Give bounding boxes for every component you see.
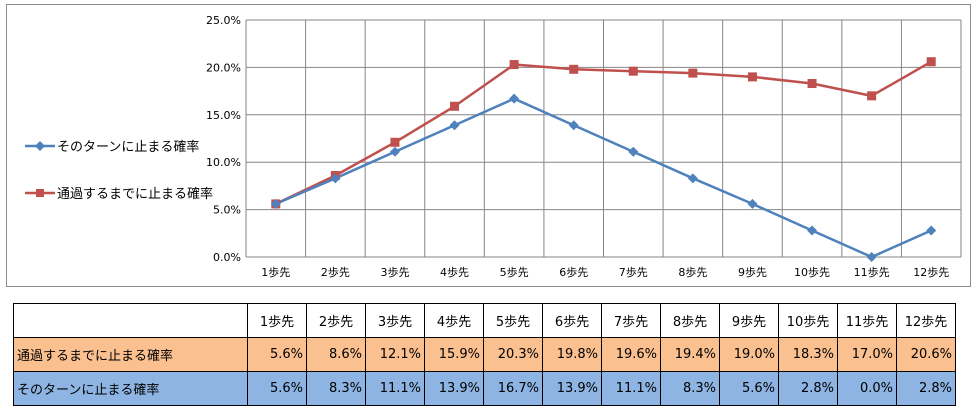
data-point-diamond	[926, 225, 937, 236]
row-label: そのターンに止まる確率	[13, 371, 248, 406]
table-header-cell: 12歩先	[896, 303, 956, 338]
table-cell: 11.1%	[365, 371, 425, 406]
legend-swatch-red	[25, 188, 55, 197]
table-header-cell: 5歩先	[483, 303, 543, 338]
data-point-square	[867, 91, 877, 101]
table-header-cell: 10歩先	[778, 303, 838, 338]
legend-item-series-1: 通過するまでに止まる確率	[25, 183, 213, 202]
table-cell: 13.9%	[542, 371, 602, 406]
table-cell: 19.8%	[542, 337, 602, 372]
data-point-square	[807, 79, 817, 89]
data-point-diamond	[568, 120, 579, 131]
table-cell: 8.3%	[306, 371, 366, 406]
x-tick-label: 9歩先	[738, 265, 767, 279]
y-tick-label: 20.0%	[206, 61, 241, 74]
x-tick-label: 5歩先	[500, 265, 529, 279]
x-tick-label: 8歩先	[678, 265, 707, 279]
table-header-cell: 4歩先	[424, 303, 484, 338]
table-header-cell: 11歩先	[837, 303, 897, 338]
x-tick-label: 2歩先	[321, 265, 350, 279]
table-header-row: 1歩先 2歩先 3歩先 4歩先 5歩先 6歩先 7歩先 8歩先 9歩先 10歩先 11歩先 12歩先	[13, 303, 956, 338]
data-point-diamond	[628, 146, 639, 157]
data-point-square	[509, 60, 519, 70]
data-table: 1歩先 2歩先 3歩先 4歩先 5歩先 6歩先 7歩先 8歩先 9歩先 10歩先 11歩先 12歩先通…	[13, 303, 956, 406]
table-cell: 20.6%	[896, 337, 956, 372]
table-header-cell: 3歩先	[365, 303, 425, 338]
y-tick-label: 5.0%	[213, 204, 241, 217]
table-header-cell	[13, 303, 248, 338]
table-header-cell: 7歩先	[601, 303, 661, 338]
data-point-diamond	[866, 252, 877, 262]
table-row: そのターンに止まる確率 5.6% 8.3% 11.1% 13.9% 16.7% 13.9% 1…	[13, 371, 956, 406]
table-cell: 13.9%	[424, 371, 484, 406]
table-cell: 17.0%	[837, 337, 897, 372]
x-tick-label: 12歩先	[913, 265, 949, 279]
table-row: 通過するまでに止まる確率 5.6% 8.6% 12.1% 15.9% 20.3% 19.8%…	[13, 337, 956, 372]
table-cell: 11.1%	[601, 371, 661, 406]
table-cell: 16.7%	[483, 371, 543, 406]
legend-label: そのターンに止まる確率	[57, 140, 200, 155]
table-cell: 15.9%	[424, 337, 484, 372]
data-point-diamond	[747, 198, 758, 209]
data-point-square	[747, 72, 757, 82]
table-cell: 19.6%	[601, 337, 661, 372]
chart-area: 0.0% 5.0% 10.0% 15.0% 20.0% 25.0% 1歩先 2歩先 3歩先 4歩先…	[6, 4, 971, 287]
table-header-cell: 1歩先	[247, 303, 307, 338]
table-cell: 8.3%	[660, 371, 720, 406]
data-point-square	[390, 137, 400, 147]
table-cell: 18.3%	[778, 337, 838, 372]
data-point-diamond	[807, 225, 818, 236]
table-header-cell: 6歩先	[542, 303, 602, 338]
y-tick-label: 25.0%	[206, 14, 241, 27]
data-point-square	[926, 57, 936, 67]
data-point-square	[450, 101, 460, 111]
table-cell: 19.0%	[719, 337, 779, 372]
row-label: 通過するまでに止まる確率	[13, 337, 248, 372]
data-point-diamond	[389, 146, 400, 157]
legend-swatch-blue	[25, 140, 55, 151]
data-point-square	[688, 68, 698, 78]
x-tick-label: 6歩先	[559, 265, 588, 279]
table-cell: 20.3%	[483, 337, 543, 372]
data-point-diamond	[687, 173, 698, 184]
table-cell: 5.6%	[247, 371, 307, 406]
data-point-square	[628, 66, 638, 76]
x-tick-label: 1歩先	[261, 265, 290, 279]
table-cell: 0.0%	[837, 371, 897, 406]
series-line-1	[275, 60, 932, 206]
y-tick-label: 0.0%	[213, 251, 241, 264]
x-tick-label: 11歩先	[854, 265, 890, 279]
x-tick-label: 7歩先	[619, 265, 648, 279]
line-chart: 0.0% 5.0% 10.0% 15.0% 20.0% 25.0% 1歩先 2歩先 3歩先 4歩先…	[206, 14, 962, 279]
data-point-square	[569, 64, 579, 74]
y-tick-label: 15.0%	[206, 109, 241, 122]
data-point-diamond	[330, 173, 341, 184]
data-point-diamond	[270, 198, 281, 209]
table-header-cell: 9歩先	[719, 303, 779, 338]
legend-item-series-0: そのターンに止まる確率	[25, 136, 199, 155]
x-tick-label: 3歩先	[380, 265, 409, 279]
table-cell: 5.6%	[247, 337, 307, 372]
table-cell: 2.8%	[896, 371, 956, 406]
x-tick-label: 4歩先	[440, 265, 469, 279]
data-point-diamond	[509, 93, 520, 104]
table-cell: 12.1%	[365, 337, 425, 372]
table-cell: 8.6%	[306, 337, 366, 372]
legend-label: 通過するまでに止まる確率	[57, 187, 214, 202]
table-header-cell: 2歩先	[306, 303, 366, 338]
table-cell: 5.6%	[719, 371, 779, 406]
x-tick-label: 10歩先	[794, 265, 830, 279]
series-line-0	[275, 97, 932, 259]
table-cell: 2.8%	[778, 371, 838, 406]
data-point-diamond	[449, 120, 460, 131]
y-tick-label: 10.0%	[206, 156, 241, 169]
table-cell: 19.4%	[660, 337, 720, 372]
table-header-cell: 8歩先	[660, 303, 720, 338]
